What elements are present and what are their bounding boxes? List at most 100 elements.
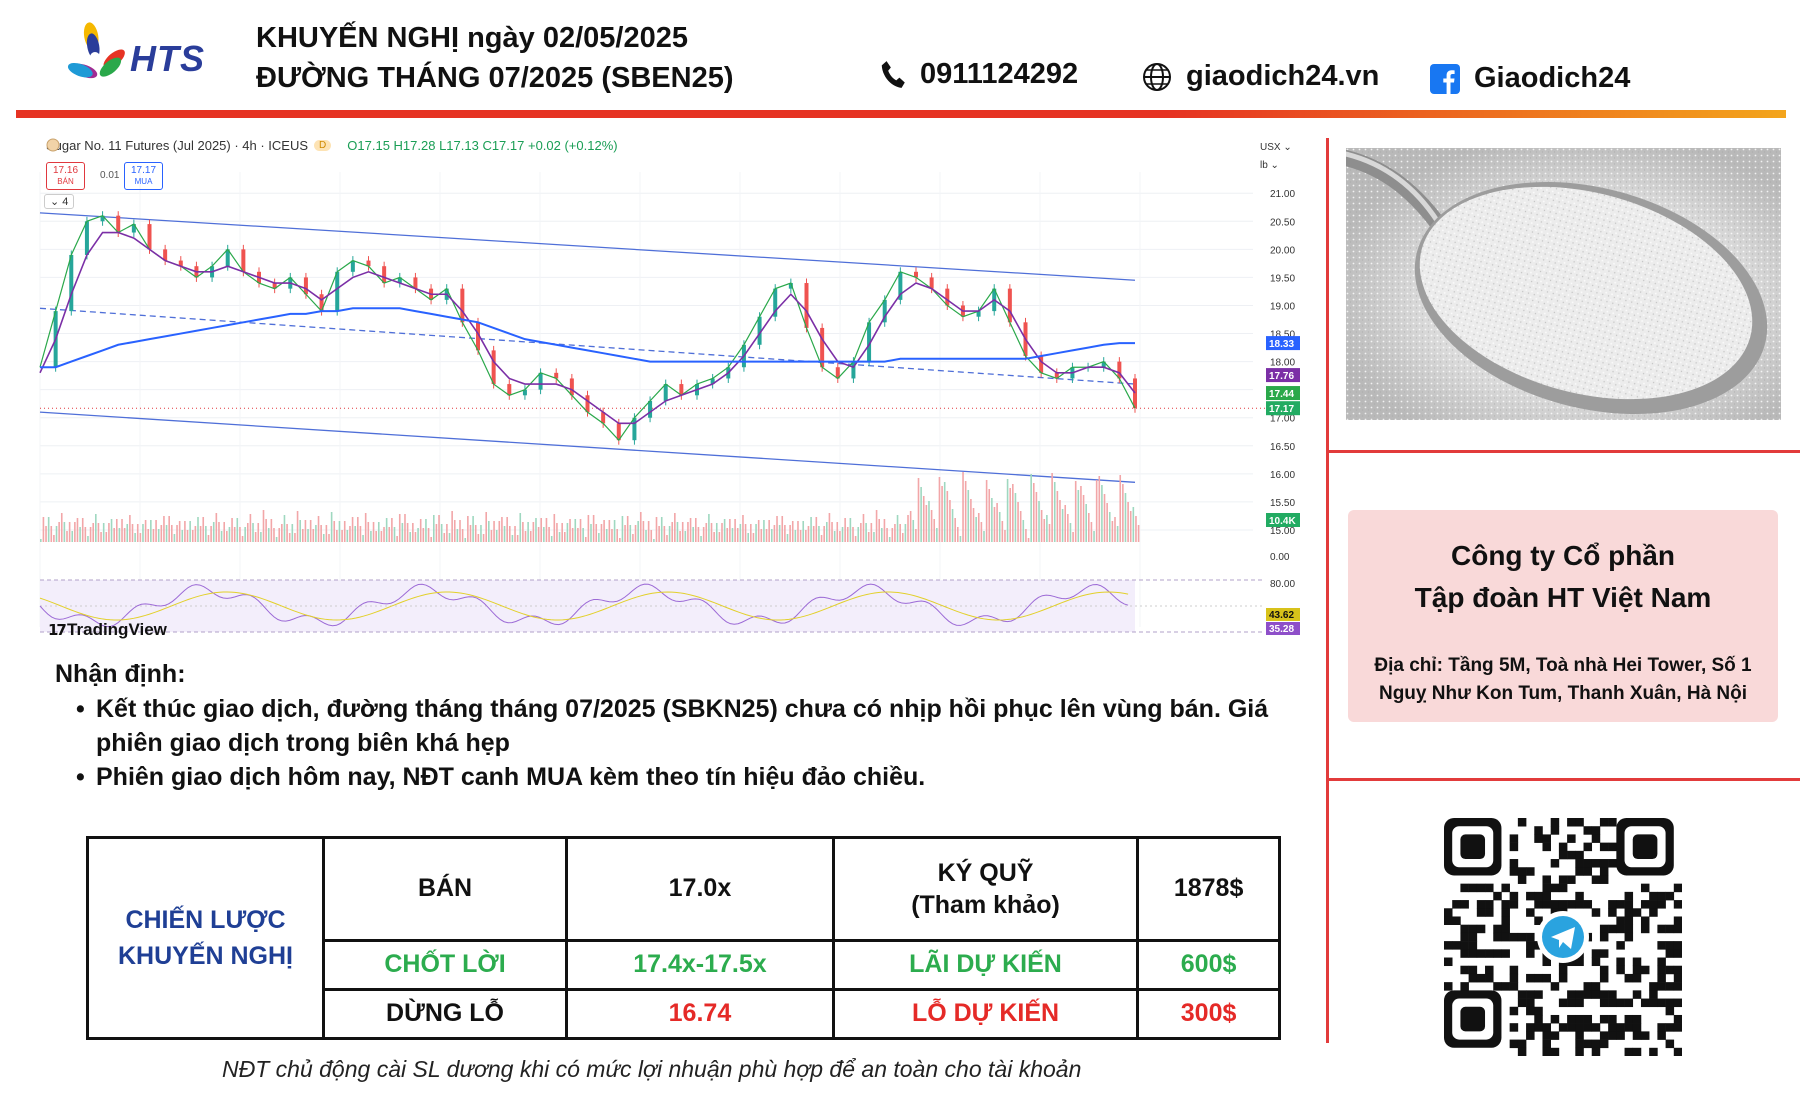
website-contact[interactable]: giaodich24.vn	[1142, 60, 1379, 93]
qr-module	[1665, 982, 1675, 991]
qr-module	[1673, 1014, 1683, 1024]
volume-bar	[205, 526, 207, 542]
volume-bar	[681, 522, 684, 542]
telegram-qr-code[interactable]	[1444, 818, 1683, 1057]
volume-bar	[977, 513, 980, 542]
sell-chip[interactable]: 17.16 BÁN	[46, 162, 86, 190]
qr-module	[1599, 949, 1609, 958]
facebook-contact[interactable]: Giaodich24	[1430, 62, 1630, 95]
volume-bar	[886, 528, 888, 542]
volume-bar	[375, 531, 377, 542]
qr-module	[1665, 1006, 1675, 1016]
qr-module	[1673, 1047, 1683, 1057]
qr-module	[1665, 1039, 1675, 1049]
volume-bar	[543, 527, 545, 542]
price-tick-label: 21.00	[1270, 189, 1295, 200]
volume-bar	[613, 520, 616, 542]
qr-module	[1624, 998, 1634, 1008]
volume-bar	[129, 515, 131, 542]
qr-module	[1624, 1023, 1634, 1032]
volume-bar	[1017, 502, 1019, 542]
volume-bar	[1132, 507, 1135, 542]
phone-contact[interactable]: 0911124292	[880, 58, 1078, 91]
sugar-image	[1346, 148, 1781, 420]
qr-module	[1583, 842, 1593, 852]
volume-bar	[281, 524, 283, 542]
qr-module	[1558, 883, 1568, 893]
qr-module	[1624, 908, 1634, 917]
price-chart[interactable]: 21.0020.5020.0019.5019.0018.5018.0017.50…	[38, 132, 1303, 640]
qr-module	[1608, 900, 1617, 909]
qr-module	[1599, 965, 1609, 975]
last-value-badge	[1266, 368, 1300, 383]
volume-bar	[430, 537, 432, 542]
volume-bar	[307, 529, 309, 542]
qr-module	[1665, 924, 1675, 934]
volume-bar	[760, 529, 763, 542]
volume-bar	[490, 530, 493, 542]
qr-module	[1509, 842, 1519, 852]
qr-module	[1657, 982, 1666, 991]
volume-bar	[624, 525, 626, 542]
qr-module	[1583, 859, 1593, 868]
volume-bar	[1122, 484, 1124, 542]
qr-module	[1567, 834, 1576, 843]
volume-bar	[655, 517, 658, 542]
qr-module	[1485, 900, 1494, 909]
volume-bar	[451, 511, 453, 542]
qr-module	[1509, 965, 1519, 975]
volume-bar	[915, 529, 917, 542]
volume-bar	[443, 533, 446, 542]
candle-body	[929, 277, 934, 289]
qr-module	[1673, 949, 1683, 958]
candle-body	[147, 224, 152, 250]
qr-module	[1591, 990, 1601, 999]
volume-bar	[118, 528, 121, 542]
title-line-1: KHUYẾN NGHỊ ngày 02/05/2025	[256, 22, 688, 54]
volume-bar	[755, 524, 757, 542]
company-card: Công ty Cổ phần Tập đoàn HT Việt Nam Địa…	[1348, 510, 1778, 722]
candle-body	[867, 322, 872, 362]
qr-module	[1558, 973, 1568, 983]
volume-bar	[571, 528, 574, 542]
volume-bar	[784, 525, 786, 542]
buy-chip[interactable]: 17.17 MUA	[124, 162, 164, 190]
volume-bar	[522, 522, 524, 542]
collapse-toggle[interactable]: ⌄ 4	[44, 194, 75, 209]
qr-module	[1624, 924, 1634, 934]
qr-module	[1460, 900, 1469, 909]
volume-bar	[598, 533, 600, 542]
margin-label-cell: KÝ QUỸ (Tham khảo)	[831, 836, 1140, 942]
volume-bar	[757, 520, 760, 542]
volume-bar	[964, 481, 967, 542]
qr-module	[1460, 883, 1469, 893]
rsi-tick-label: 80.00	[1270, 579, 1295, 590]
volume-bar	[1035, 492, 1038, 542]
brand-name: HTS	[130, 38, 205, 79]
volume-bar	[721, 523, 723, 542]
volume-bar	[873, 532, 875, 542]
candle-body	[1117, 361, 1122, 379]
volume-bar	[252, 523, 254, 542]
volume-bar	[943, 482, 946, 542]
qr-module	[1460, 932, 1469, 942]
volume-bar	[354, 526, 356, 542]
price-tick-label: 15.00	[1270, 526, 1295, 537]
qr-module	[1673, 900, 1683, 909]
qr-module	[1476, 973, 1486, 983]
volume-bar	[194, 526, 197, 542]
volume-bar	[878, 519, 880, 542]
volume-bar	[949, 500, 951, 542]
volume-bar	[689, 518, 692, 542]
volume-bar	[833, 531, 836, 542]
volume-bar	[844, 518, 846, 542]
unit-select[interactable]: lb ⌄	[1260, 160, 1279, 171]
volume-bar	[296, 511, 299, 542]
volume-bar	[930, 510, 933, 542]
currency-select[interactable]: USX ⌄	[1260, 142, 1292, 153]
qr-module	[1657, 965, 1666, 975]
volume-bar	[291, 524, 294, 542]
volume-bar	[1051, 473, 1053, 542]
qr-module	[1517, 932, 1527, 942]
volume-bar	[1022, 520, 1025, 542]
